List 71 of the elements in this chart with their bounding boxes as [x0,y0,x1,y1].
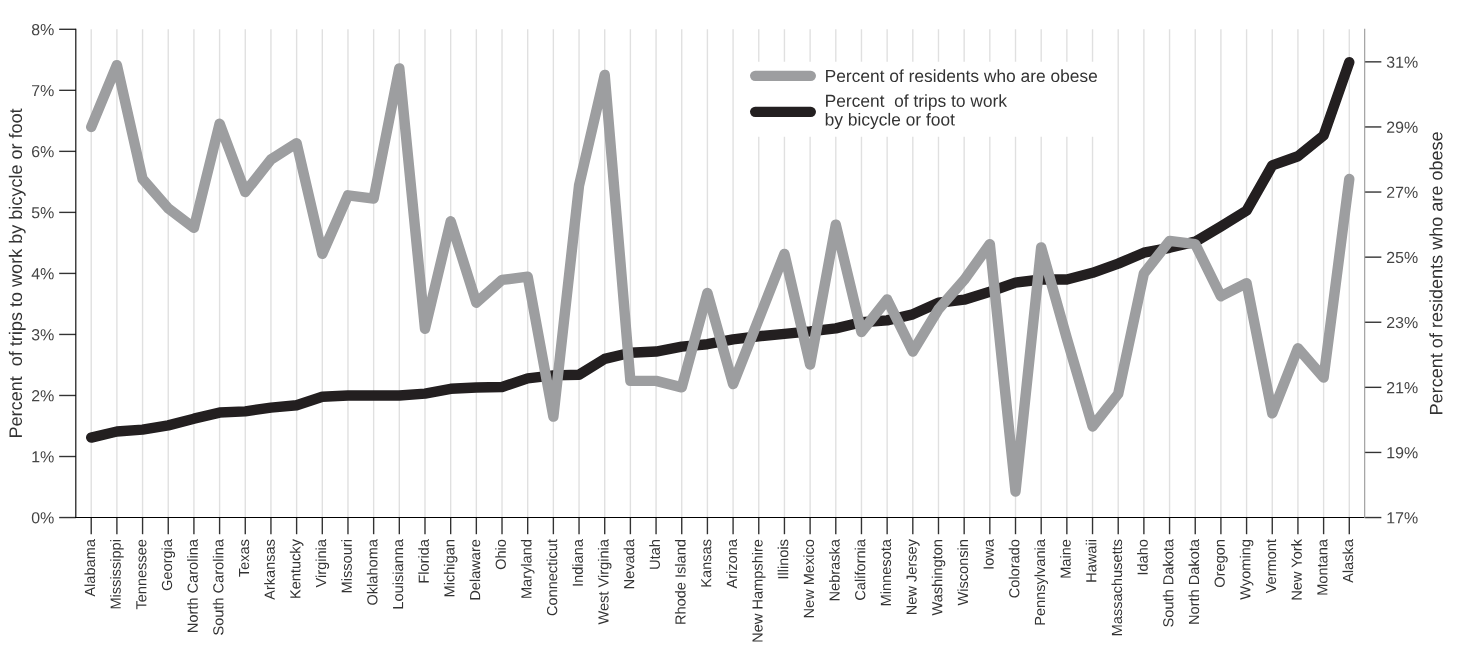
x-tick-label: Montana [1317,539,1328,595]
y2-tick-label: 25% [1387,251,1418,264]
x-tick-label: Rhode Island [674,540,686,624]
y-tick-label: 7% [32,85,54,97]
x-tick-label: Washington [931,540,946,616]
x-tick-label: Wisconsin [957,540,969,606]
x-tick-label: Kentucky [289,539,304,598]
y2-tick-label: 23% [1387,316,1418,329]
y2-axis-title: Percent of residents who are obese [1429,132,1443,414]
y2-tick-label: 17% [1387,512,1418,524]
x-tick-label: West Virginia [597,539,612,625]
y2-tick-label: 21% [1387,381,1418,394]
x-tick-label: South Carolina [212,539,224,635]
y-tick-label: 8% [31,23,54,36]
x-tick-label: Alabama [84,539,96,597]
x-tick-label: New Mexico [803,539,815,618]
x-tick-label: Pennsylvania [1034,539,1048,625]
x-tick-label: Texas [239,539,250,577]
x-tick-label: Utah [649,540,660,569]
x-tick-label: Maine [1060,539,1071,578]
x-tick-label: California [854,539,866,600]
x-tick-label: Nebraska [828,539,840,601]
x-tick-label: Kansas [701,539,712,587]
x-tick-label: Indiana [572,539,583,586]
x-tick-label: Arizona [726,539,737,589]
x-tick-label: Ohio [495,539,506,570]
x-tick-label: North Carolina [187,539,198,632]
x-tick-label: Maryland [520,540,535,598]
x-tick-label: Louisianna [392,539,404,609]
x-tick-label: South Dakota [1162,539,1174,627]
x-tick-label: New Jersey [906,539,920,615]
x-tick-label: Oregon [1214,540,1228,588]
x-tick-label: Mississippi [110,540,124,609]
x-tick-label: Delaware [469,539,481,600]
x-tick-label: Hawaii [1085,540,1097,582]
x-tick-label: Arkansas [264,539,275,600]
x-tick-label: Vermont [1266,539,1277,594]
x-tick-label: Oklahoma [366,539,378,605]
x-tick-label: North Dakota [1188,539,1200,624]
x-tick-label: Colorado [1008,539,1020,598]
x-tick-label: Michigan [443,540,458,597]
x-tick-label: Nevada [623,539,635,589]
x-tick-label: Illinois [777,539,789,579]
x-tick-label: Tennessee [136,539,147,610]
x-tick-label: New Hampshire [751,539,766,642]
y-tick-label: 6% [32,145,54,158]
x-tick-label: Iowa [983,539,994,569]
y-tick-label: 5% [31,207,54,219]
y2-tick-label: 31% [1386,56,1418,68]
y-tick-label: 1% [32,451,54,463]
y-tick-label: 4% [31,268,54,280]
x-tick-label: Virginia [315,539,330,588]
y-tick-label: 3% [31,329,54,341]
x-tick-label: Massachusetts [1111,539,1123,636]
x-tick-label: Minnesota [880,539,892,606]
y-tick-label: 2% [32,390,54,402]
y-tick-label: 0% [31,512,54,524]
y2-tick-label: 27% [1387,186,1418,198]
y-axis-title: Percent of trips to work by bicycle or foot [8,108,26,437]
legend-label: Percent of residents who are obese [826,69,1097,83]
x-tick-label: Connecticut [546,539,558,616]
x-tick-label: Missouri [341,540,352,593]
x-tick-label: Idaho [1137,539,1148,575]
legend-label: Percent of trips to work by bicycle or foot [825,94,1008,130]
x-tick-label: Georgia [161,539,176,591]
y2-tick-label: 29% [1387,121,1418,133]
y2-tick-label: 19% [1387,447,1418,459]
x-tick-label: Wyoming [1239,540,1254,600]
x-tick-label: Alaska [1342,539,1354,583]
x-tick-label: New York [1291,539,1302,600]
x-tick-label: Florida [418,539,429,583]
